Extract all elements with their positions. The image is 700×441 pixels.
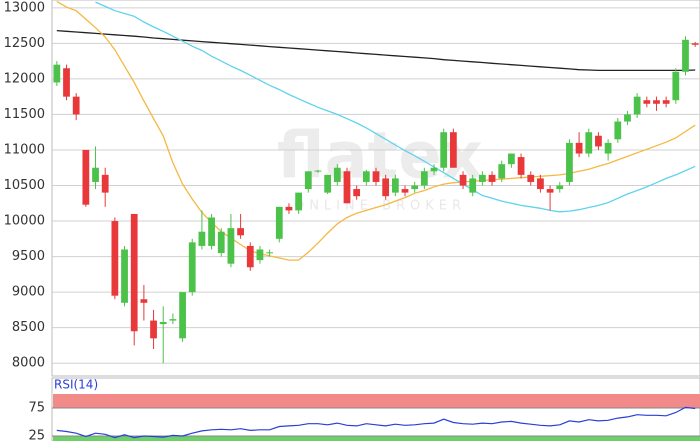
candle-body [82, 149, 90, 205]
candle-body [566, 142, 573, 182]
candle-body [604, 142, 612, 154]
candle-body [246, 245, 254, 268]
candle-body [682, 39, 689, 72]
candle-body [382, 178, 390, 197]
candle-body [556, 185, 564, 190]
price-panel [51, 0, 700, 377]
candle-body [295, 192, 303, 211]
candle-body [63, 68, 70, 97]
candle-body [440, 132, 448, 168]
candle-body [662, 100, 670, 104]
candle-body [643, 100, 651, 104]
candle-body [353, 189, 361, 197]
candle-body [575, 142, 583, 154]
candle-body [275, 206, 283, 239]
candle-body [391, 178, 399, 193]
candle-body [469, 178, 477, 193]
rsi-line [56, 406, 696, 439]
candle-body [517, 157, 525, 175]
y-tick-label: 9500 [12, 249, 45, 264]
candle-body [420, 171, 428, 186]
candle-body [324, 174, 332, 193]
y-tick-label: 11000 [4, 142, 45, 157]
candle-body [208, 217, 215, 246]
y-tick-label: 12000 [4, 71, 45, 86]
candle-body [508, 153, 515, 165]
candle-body [72, 96, 80, 115]
candle-body [285, 206, 293, 211]
candle-body [624, 114, 631, 122]
candle-body [314, 170, 322, 172]
candle-body [614, 121, 622, 140]
candle-body [266, 252, 273, 254]
candle-body [372, 171, 380, 182]
oversold-band [53, 435, 700, 441]
candle-body [488, 174, 496, 182]
candle-body [527, 174, 535, 182]
candle-body [256, 249, 264, 261]
candle-body [498, 164, 506, 179]
candle-body [411, 185, 419, 190]
y-tick-label: 8500 [12, 320, 45, 335]
candle-body [479, 174, 486, 182]
candle-body [401, 189, 409, 193]
candle-body [546, 189, 554, 193]
y-tick-label: 13000 [4, 0, 45, 15]
candle-body [304, 171, 312, 190]
candle-body [459, 174, 467, 186]
candle-body [227, 228, 235, 264]
candle-body [179, 292, 186, 339]
candle-body [130, 213, 138, 332]
candle-body [537, 178, 544, 190]
candle-body [333, 167, 341, 182]
overbought-band [53, 394, 700, 408]
candle-body [159, 321, 167, 325]
candle-body [198, 231, 206, 246]
y-tick-label: 75 [28, 400, 45, 415]
y-tick-label: 8000 [12, 356, 45, 371]
candle-body [672, 71, 680, 101]
candle-body [169, 319, 177, 321]
candle-body [188, 242, 196, 293]
candle-body [595, 135, 602, 147]
panel-title: RSI(14) [54, 378, 98, 392]
candle-body [653, 100, 660, 104]
y-tick-label: 25 [28, 428, 45, 441]
candle-body [362, 171, 370, 182]
moving-average [56, 0, 696, 261]
candle-body [111, 221, 119, 296]
watermark-subtitle: ONLINE BROKER [294, 199, 466, 214]
candle-body [121, 249, 128, 303]
candle-body [237, 228, 244, 236]
moving-average [95, 1, 696, 213]
candle-body [585, 132, 593, 154]
candle-body [92, 167, 99, 182]
candle-body [217, 231, 225, 254]
candle-body [343, 171, 351, 204]
y-tick-label: 11500 [4, 107, 45, 122]
candle-body [633, 96, 641, 115]
candle-body [150, 320, 157, 339]
y-tick-label: 10000 [4, 214, 45, 229]
y-tick-label: 10500 [4, 178, 45, 193]
candle-body [140, 299, 148, 303]
candle-body [53, 64, 61, 83]
candle-body [101, 174, 109, 193]
moving-average [56, 29, 696, 72]
candle-body [449, 132, 457, 168]
y-tick-label: 12500 [4, 36, 45, 51]
candle-body [430, 167, 438, 172]
candle-body [691, 43, 699, 45]
rsi-panel [51, 377, 700, 441]
y-tick-label: 9000 [12, 285, 45, 300]
